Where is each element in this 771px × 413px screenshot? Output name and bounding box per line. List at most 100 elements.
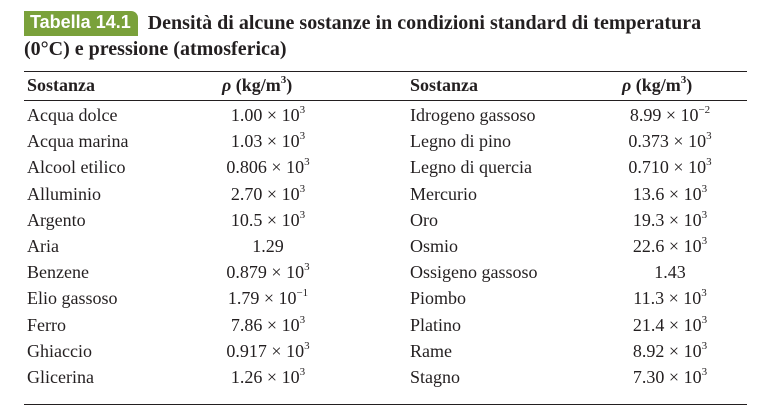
density-mantissa: 19.3 × 10 [632,209,702,230]
density-mantissa: 21.4 × 10 [632,314,702,335]
table-header-rule [24,100,747,101]
density-mantissa: 1.43 [654,262,686,283]
density-value: 1.79 × 10−1 [213,288,323,309]
table-row: Alluminio 2.70 × 103 Mercurio 13.6 × 103 [0,182,771,210]
table-title: Densità di alcune sostanze in condizioni… [24,12,702,60]
table-row: Ghiaccio 0.917 × 103 Rame 8.92 × 103 [0,339,771,367]
density-exponent: 3 [299,365,306,378]
table-body: Acqua dolce 1.00 × 103 Idrogeno gassoso … [0,105,771,393]
density-mantissa: 1.29 [252,235,284,256]
substance-name: Benzene [27,262,89,283]
header-density-close-left: ) [286,75,293,95]
substance-name: Ossigeno gassoso [410,262,538,283]
header-density-symbol-left: ρ [222,75,232,95]
table-row: Aria 1.29 Osmio 22.6 × 103 [0,234,771,262]
substance-name: Alcool etilico [27,157,126,178]
density-value: 11.3 × 103 [608,288,732,309]
density-value: 1.43 [608,262,732,283]
substance-name: Argento [27,209,86,230]
density-mantissa: 22.6 × 10 [632,235,702,256]
density-exponent: 3 [299,313,306,326]
density-mantissa: 2.70 × 10 [230,183,300,204]
density-mantissa: 8.99 × 10 [629,105,699,125]
density-value: 1.26 × 103 [213,365,323,388]
density-mantissa: 10.5 × 10 [230,209,300,230]
table-caption: Tabella 14.1 Densità di alcune sostanze i… [24,10,744,62]
density-value: 22.6 × 103 [608,234,732,257]
header-density-left: ρ (kg/m3) [222,75,292,96]
density-value: 0.373 × 103 [608,131,732,152]
substance-name: Idrogeno gassoso [410,105,536,125]
substance-name: Oro [410,209,438,230]
density-exponent: −2 [698,104,711,116]
density-value: 0.710 × 103 [608,157,732,178]
density-mantissa: 0.373 × 10 [628,131,707,152]
density-mantissa: 8.92 × 10 [632,340,702,361]
substance-name: Rame [410,340,452,361]
substance-name: Piombo [410,288,467,309]
density-exponent: 3 [701,234,708,247]
density-value: 7.30 × 103 [608,365,732,388]
density-value: 13.6 × 103 [608,182,732,205]
substance-name: Ferro [27,314,66,335]
density-mantissa: 7.86 × 10 [230,314,300,335]
density-exponent: 3 [701,339,708,352]
table-top-rule [24,71,747,72]
substance-name: Osmio [410,235,459,256]
density-mantissa: 0.879 × 10 [226,262,305,283]
density-mantissa: 1.26 × 10 [230,366,300,387]
density-mantissa: 1.00 × 10 [230,105,300,125]
density-value: 21.4 × 103 [608,313,732,336]
density-value: 7.86 × 103 [213,313,323,336]
substance-name: Legno di quercia [410,157,532,178]
density-value: 2.70 × 103 [213,182,323,205]
table-row: Acqua dolce 1.00 × 103 Idrogeno gassoso … [0,105,771,131]
density-mantissa: 11.3 × 10 [633,288,702,309]
density-exponent: 3 [706,156,712,169]
density-exponent: 3 [304,156,310,169]
density-exponent: −1 [296,287,309,300]
header-substance-right: Sostanza [410,75,479,95]
density-mantissa: 1.03 × 10 [230,131,300,152]
header-substance-left: Sostanza [27,75,96,95]
header-density-close-right: ) [686,75,693,95]
density-exponent: 3 [299,182,306,195]
density-exponent: 3 [299,130,306,143]
table-row: Acqua marina 1.03 × 103 Legno di pino 0.… [0,131,771,157]
substance-name: Elio gassoso [27,288,118,309]
density-exponent: 3 [701,313,708,326]
substance-name: Aria [27,235,59,256]
substance-name: Platino [410,314,462,335]
table-row: Benzene 0.879 × 103 Ossigeno gassoso 1.4… [0,262,771,288]
header-density-unit-right: (kg/m [631,75,681,95]
table-bottom-rule [24,404,747,405]
substance-name: Stagno [410,366,461,387]
density-exponent: 3 [706,130,712,143]
density-exponent: 3 [701,365,708,378]
density-value: 19.3 × 103 [608,209,732,231]
density-value: 8.99 × 10−2 [608,105,732,126]
substance-name: Alluminio [27,183,102,204]
density-exponent: 3 [701,287,707,300]
table-row: Glicerina 1.26 × 103 Stagno 7.30 × 103 [0,365,771,393]
density-value: 1.29 [213,236,323,257]
density-value: 1.00 × 103 [213,105,323,126]
density-value: 0.879 × 103 [213,262,323,283]
substance-name: Legno di pino [410,131,511,152]
density-exponent: 3 [304,339,310,352]
density-mantissa: 0.917 × 10 [226,340,305,361]
substance-name: Glicerina [27,366,94,387]
table-label-badge: Tabella 14.1 [24,11,138,36]
header-density-exp-left: 3 [280,74,287,86]
density-value: 0.917 × 103 [213,339,323,362]
density-value: 10.5 × 103 [213,209,323,231]
table-row: Alcool etilico 0.806 × 103 Legno di quer… [0,157,771,183]
density-mantissa: 13.6 × 10 [632,183,702,204]
substance-name: Ghiaccio [27,340,92,361]
density-value: 0.806 × 103 [213,157,323,178]
density-exponent: 3 [701,182,708,195]
table-row: Ferro 7.86 × 103 Platino 21.4 × 103 [0,313,771,341]
substance-name: Mercurio [410,183,477,204]
density-exponent: 3 [299,104,306,116]
density-mantissa: 7.30 × 10 [632,366,702,387]
